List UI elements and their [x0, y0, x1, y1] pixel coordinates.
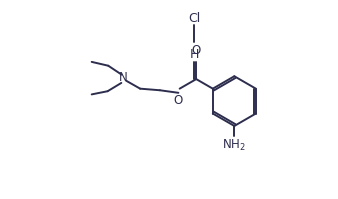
- Text: H: H: [190, 48, 199, 61]
- Text: NH$_2$: NH$_2$: [222, 138, 246, 152]
- Text: N: N: [119, 71, 128, 84]
- Text: Cl: Cl: [188, 12, 201, 25]
- Text: O: O: [174, 94, 183, 107]
- Text: O: O: [192, 44, 201, 58]
